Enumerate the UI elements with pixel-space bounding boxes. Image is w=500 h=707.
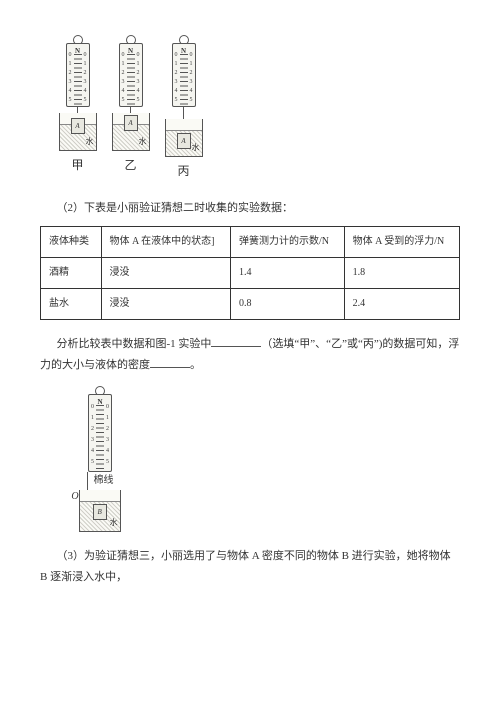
q3-text: （3）为验证猜想三，小丽选用了与物体 A 密度不同的物体 B 进行实验，她将物体… [40, 546, 460, 588]
beaker-label: 水 [86, 135, 94, 149]
scale-marks-icon [127, 54, 135, 108]
q2-text-pre: 分析比较表中数据和图-1 实验中 [57, 338, 212, 350]
label-bing: 丙 [177, 161, 189, 183]
beaker-label: 水 [110, 516, 118, 530]
beaker-label: 水 [192, 141, 200, 155]
data-table: 液体种类 物体 A 在液体中的状态] 弹簧测力计的示数/N 物体 A 受到的浮力… [40, 226, 460, 320]
label-yi: 乙 [124, 155, 136, 177]
fill-blank[interactable] [211, 335, 261, 347]
thread-label: 棉线 [94, 472, 114, 490]
unit-label: N [97, 396, 102, 409]
scale-marks-icon [180, 54, 188, 108]
spring-scale: N 0 1 2 3 4 5 0 1 2 3 4 5 [172, 43, 196, 107]
q2-text-end: 。 [190, 359, 201, 371]
block-a: A [177, 133, 191, 149]
table-cell: 0.8 [231, 289, 345, 320]
scale-numbers-left: 0 1 2 3 4 5 [175, 51, 178, 105]
scale-numbers-right: 0 1 2 3 4 5 [137, 51, 140, 105]
scale-numbers-right: 0 1 2 3 4 5 [190, 51, 193, 105]
beaker-label: 水 [139, 135, 147, 149]
apparatus-bing: N 0 1 2 3 4 5 0 1 2 3 4 5 A 水 丙 [161, 35, 206, 183]
unit-label: N [128, 45, 133, 58]
table-cell: 1.8 [344, 258, 459, 289]
table-cell: 酒精 [41, 258, 102, 289]
spring-scale: N 0 1 2 3 4 5 0 1 2 3 4 5 [66, 43, 90, 107]
figure-1: N 0 1 2 3 4 5 0 1 2 3 4 5 A 水 甲 N 0 1 2 … [55, 35, 460, 183]
table-cell: 2.4 [344, 289, 459, 320]
apparatus-yi: N 0 1 2 3 4 5 0 1 2 3 4 5 A 水 乙 [108, 35, 153, 183]
block-b: B [93, 504, 107, 520]
table-header: 物体 A 受到的浮力/N [344, 227, 459, 258]
unit-label: N [181, 45, 186, 58]
table-cell: 盐水 [41, 289, 102, 320]
q2-analysis: 分析比较表中数据和图-1 实验中（选填“甲”、“乙”或“丙”)的数据可知，浮力的… [40, 334, 460, 376]
table-header-row: 液体种类 物体 A 在液体中的状态] 弹簧测力计的示数/N 物体 A 受到的浮力… [41, 227, 460, 258]
thread-row: 棉线 [87, 472, 114, 490]
scale-numbers-right: 0 1 2 3 4 5 [106, 402, 109, 468]
beaker: A 水 [59, 113, 97, 151]
table-header: 物体 A 在液体中的状态] [101, 227, 231, 258]
spring-scale: N 0 1 2 3 4 5 0 1 2 3 4 5 [119, 43, 143, 107]
table-cell: 浸没 [101, 258, 231, 289]
label-jia: 甲 [71, 155, 83, 177]
q2-intro: （2）下表是小丽验证猜想二时收集的实验数据： [40, 198, 460, 219]
thread-icon [87, 472, 88, 490]
table-row: 酒精 浸没 1.4 1.8 [41, 258, 460, 289]
apparatus-jia: N 0 1 2 3 4 5 0 1 2 3 4 5 A 水 甲 [55, 35, 100, 183]
beaker: A 水 [165, 119, 203, 157]
block-a: A [71, 118, 85, 134]
beaker: B 水 [79, 490, 121, 532]
figure-2: N 0 1 2 3 4 5 0 1 2 3 4 5 棉线 O B 水 [70, 386, 130, 532]
table-header: 弹簧测力计的示数/N [231, 227, 345, 258]
block-a: A [124, 115, 138, 131]
table-header: 液体种类 [41, 227, 102, 258]
table-cell: 1.4 [231, 258, 345, 289]
table-cell: 浸没 [101, 289, 231, 320]
scale-marks-icon [96, 405, 104, 471]
scale-numbers-left: 0 1 2 3 4 5 [91, 402, 94, 468]
scale-numbers-right: 0 1 2 3 4 5 [84, 51, 87, 105]
o-label: O [71, 488, 78, 506]
beaker: A 水 [112, 113, 150, 151]
scale-numbers-left: 0 1 2 3 4 5 [122, 51, 125, 105]
spring-scale: N 0 1 2 3 4 5 0 1 2 3 4 5 [88, 394, 112, 472]
unit-label: N [75, 45, 80, 58]
scale-numbers-left: 0 1 2 3 4 5 [69, 51, 72, 105]
table-row: 盐水 浸没 0.8 2.4 [41, 289, 460, 320]
scale-marks-icon [74, 54, 82, 108]
fill-blank[interactable] [150, 356, 190, 368]
